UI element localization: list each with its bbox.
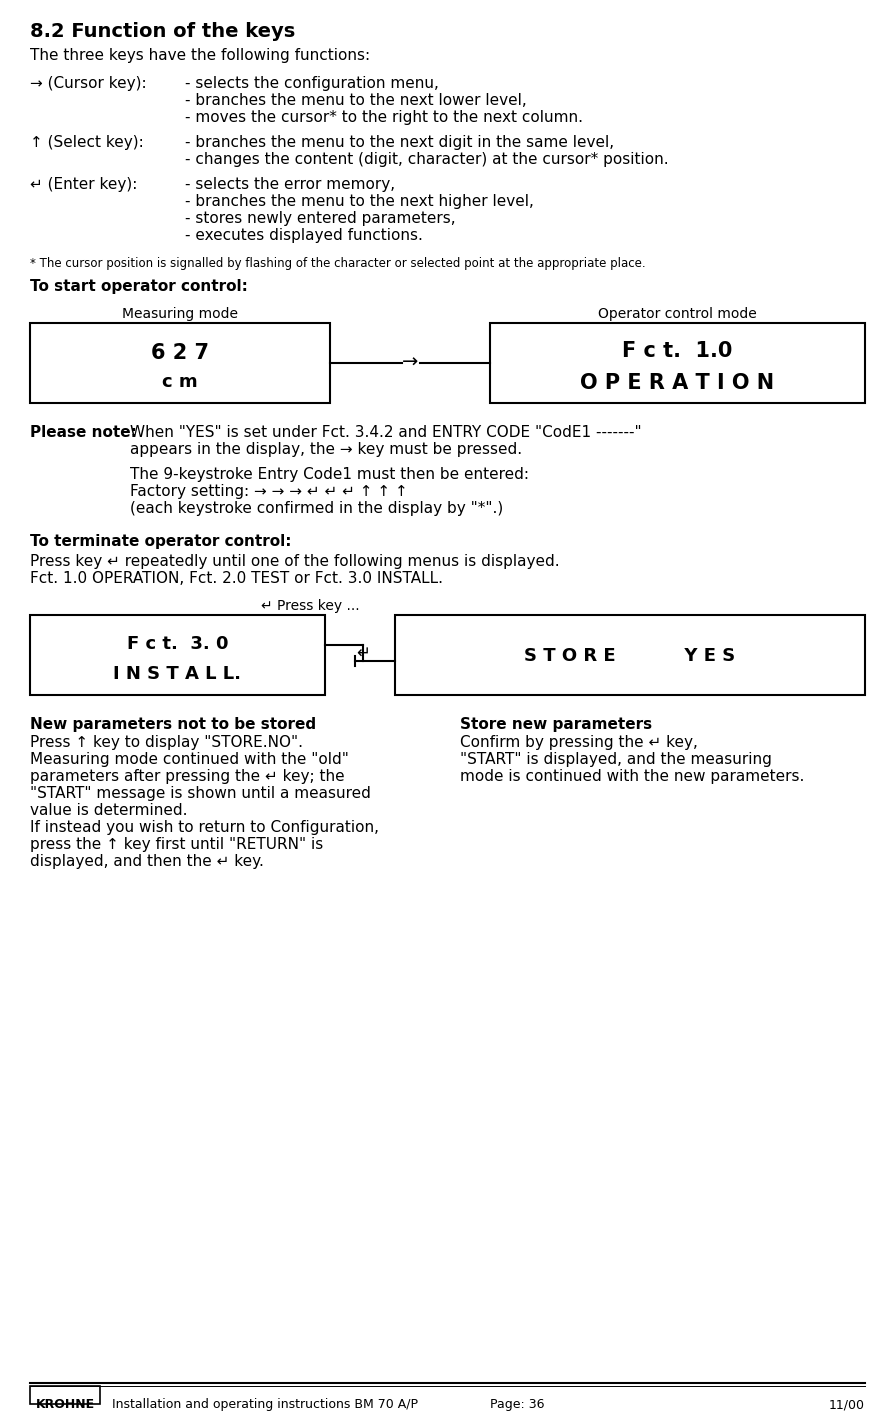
- Text: "START" is displayed, and the measuring: "START" is displayed, and the measuring: [460, 752, 771, 766]
- Text: Installation and operating instructions BM 70 A/P: Installation and operating instructions …: [112, 1398, 417, 1411]
- Text: displayed, and then the ↵ key.: displayed, and then the ↵ key.: [30, 854, 264, 870]
- Text: F c t.  3. 0: F c t. 3. 0: [127, 635, 228, 653]
- Text: O P E R A T I O N: O P E R A T I O N: [580, 373, 773, 393]
- Text: Page: 36: Page: 36: [489, 1398, 544, 1411]
- Text: - branches the menu to the next lower level,: - branches the menu to the next lower le…: [185, 93, 527, 107]
- Text: Confirm by pressing the ↵ key,: Confirm by pressing the ↵ key,: [460, 735, 697, 749]
- Text: To start operator control:: To start operator control:: [30, 279, 248, 294]
- Text: ↵ Press key ...: ↵ Press key ...: [260, 600, 358, 614]
- Text: Store new parameters: Store new parameters: [460, 717, 652, 732]
- Bar: [394, 615, 864, 696]
- Bar: [30, 322, 330, 403]
- Text: →: →: [401, 352, 417, 372]
- Text: (each keystroke confirmed in the display by "*".): (each keystroke confirmed in the display…: [130, 501, 502, 516]
- Text: - moves the cursor* to the right to the next column.: - moves the cursor* to the right to the …: [185, 110, 582, 124]
- Text: If instead you wish to return to Configuration,: If instead you wish to return to Configu…: [30, 820, 378, 836]
- Text: To terminate operator control:: To terminate operator control:: [30, 534, 291, 549]
- Text: 8.2 Function of the keys: 8.2 Function of the keys: [30, 23, 295, 41]
- Text: KROHNE: KROHNE: [36, 1398, 95, 1411]
- Text: value is determined.: value is determined.: [30, 803, 187, 819]
- Text: "START" message is shown until a measured: "START" message is shown until a measure…: [30, 786, 370, 800]
- Text: Press ↑ key to display "STORE.NO".: Press ↑ key to display "STORE.NO".: [30, 735, 303, 749]
- Text: The 9-keystroke Entry Code1 must then be entered:: The 9-keystroke Entry Code1 must then be…: [130, 467, 528, 482]
- Text: The three keys have the following functions:: The three keys have the following functi…: [30, 48, 370, 64]
- Text: I N S T A L L.: I N S T A L L.: [114, 665, 241, 683]
- Text: F c t.  1.0: F c t. 1.0: [621, 341, 732, 361]
- Bar: [489, 322, 864, 403]
- Text: - selects the error memory,: - selects the error memory,: [185, 177, 394, 192]
- Text: - selects the configuration menu,: - selects the configuration menu,: [185, 76, 438, 90]
- Text: Fct. 1.0 OPERATION, Fct. 2.0 TEST or Fct. 3.0 INSTALL.: Fct. 1.0 OPERATION, Fct. 2.0 TEST or Fct…: [30, 571, 443, 585]
- Text: New parameters not to be stored: New parameters not to be stored: [30, 717, 316, 732]
- Text: - branches the menu to the next digit in the same level,: - branches the menu to the next digit in…: [185, 134, 613, 150]
- Text: → (Cursor key):: → (Cursor key):: [30, 76, 147, 90]
- Text: - changes the content (digit, character) at the cursor* position.: - changes the content (digit, character)…: [185, 151, 668, 167]
- Text: ↵: ↵: [356, 643, 369, 662]
- Text: Press key ↵ repeatedly until one of the following menus is displayed.: Press key ↵ repeatedly until one of the …: [30, 554, 559, 568]
- Text: When "YES" is set under Fct. 3.4.2 and ENTRY CODE "CodE1 -------": When "YES" is set under Fct. 3.4.2 and E…: [130, 426, 641, 440]
- Text: appears in the display, the → key must be pressed.: appears in the display, the → key must b…: [130, 443, 521, 457]
- Text: Measuring mode: Measuring mode: [122, 307, 238, 321]
- Text: mode is continued with the new parameters.: mode is continued with the new parameter…: [460, 769, 804, 783]
- Text: Measuring mode continued with the "old": Measuring mode continued with the "old": [30, 752, 349, 766]
- Text: parameters after pressing the ↵ key; the: parameters after pressing the ↵ key; the: [30, 769, 344, 783]
- Text: Please note:: Please note:: [30, 426, 137, 440]
- Text: press the ↑ key first until "RETURN" is: press the ↑ key first until "RETURN" is: [30, 837, 323, 853]
- Text: Operator control mode: Operator control mode: [597, 307, 755, 321]
- Text: ↑ (Select key):: ↑ (Select key):: [30, 134, 144, 150]
- Text: 6 2 7: 6 2 7: [151, 344, 209, 363]
- Bar: [30, 1386, 100, 1404]
- Bar: [30, 615, 325, 696]
- Text: S T O R E           Y E S: S T O R E Y E S: [524, 648, 735, 665]
- Text: Factory setting: → → → ↵ ↵ ↵ ↑ ↑ ↑: Factory setting: → → → ↵ ↵ ↵ ↑ ↑ ↑: [130, 484, 408, 499]
- Text: - stores newly entered parameters,: - stores newly entered parameters,: [185, 211, 455, 226]
- Text: * The cursor position is signalled by flashing of the character or selected poin: * The cursor position is signalled by fl…: [30, 257, 645, 270]
- Text: - branches the menu to the next higher level,: - branches the menu to the next higher l…: [185, 194, 534, 209]
- Text: c m: c m: [162, 373, 198, 392]
- Text: ↵ (Enter key):: ↵ (Enter key):: [30, 177, 137, 192]
- Text: 11/00: 11/00: [828, 1398, 864, 1411]
- Text: - executes displayed functions.: - executes displayed functions.: [185, 228, 422, 243]
